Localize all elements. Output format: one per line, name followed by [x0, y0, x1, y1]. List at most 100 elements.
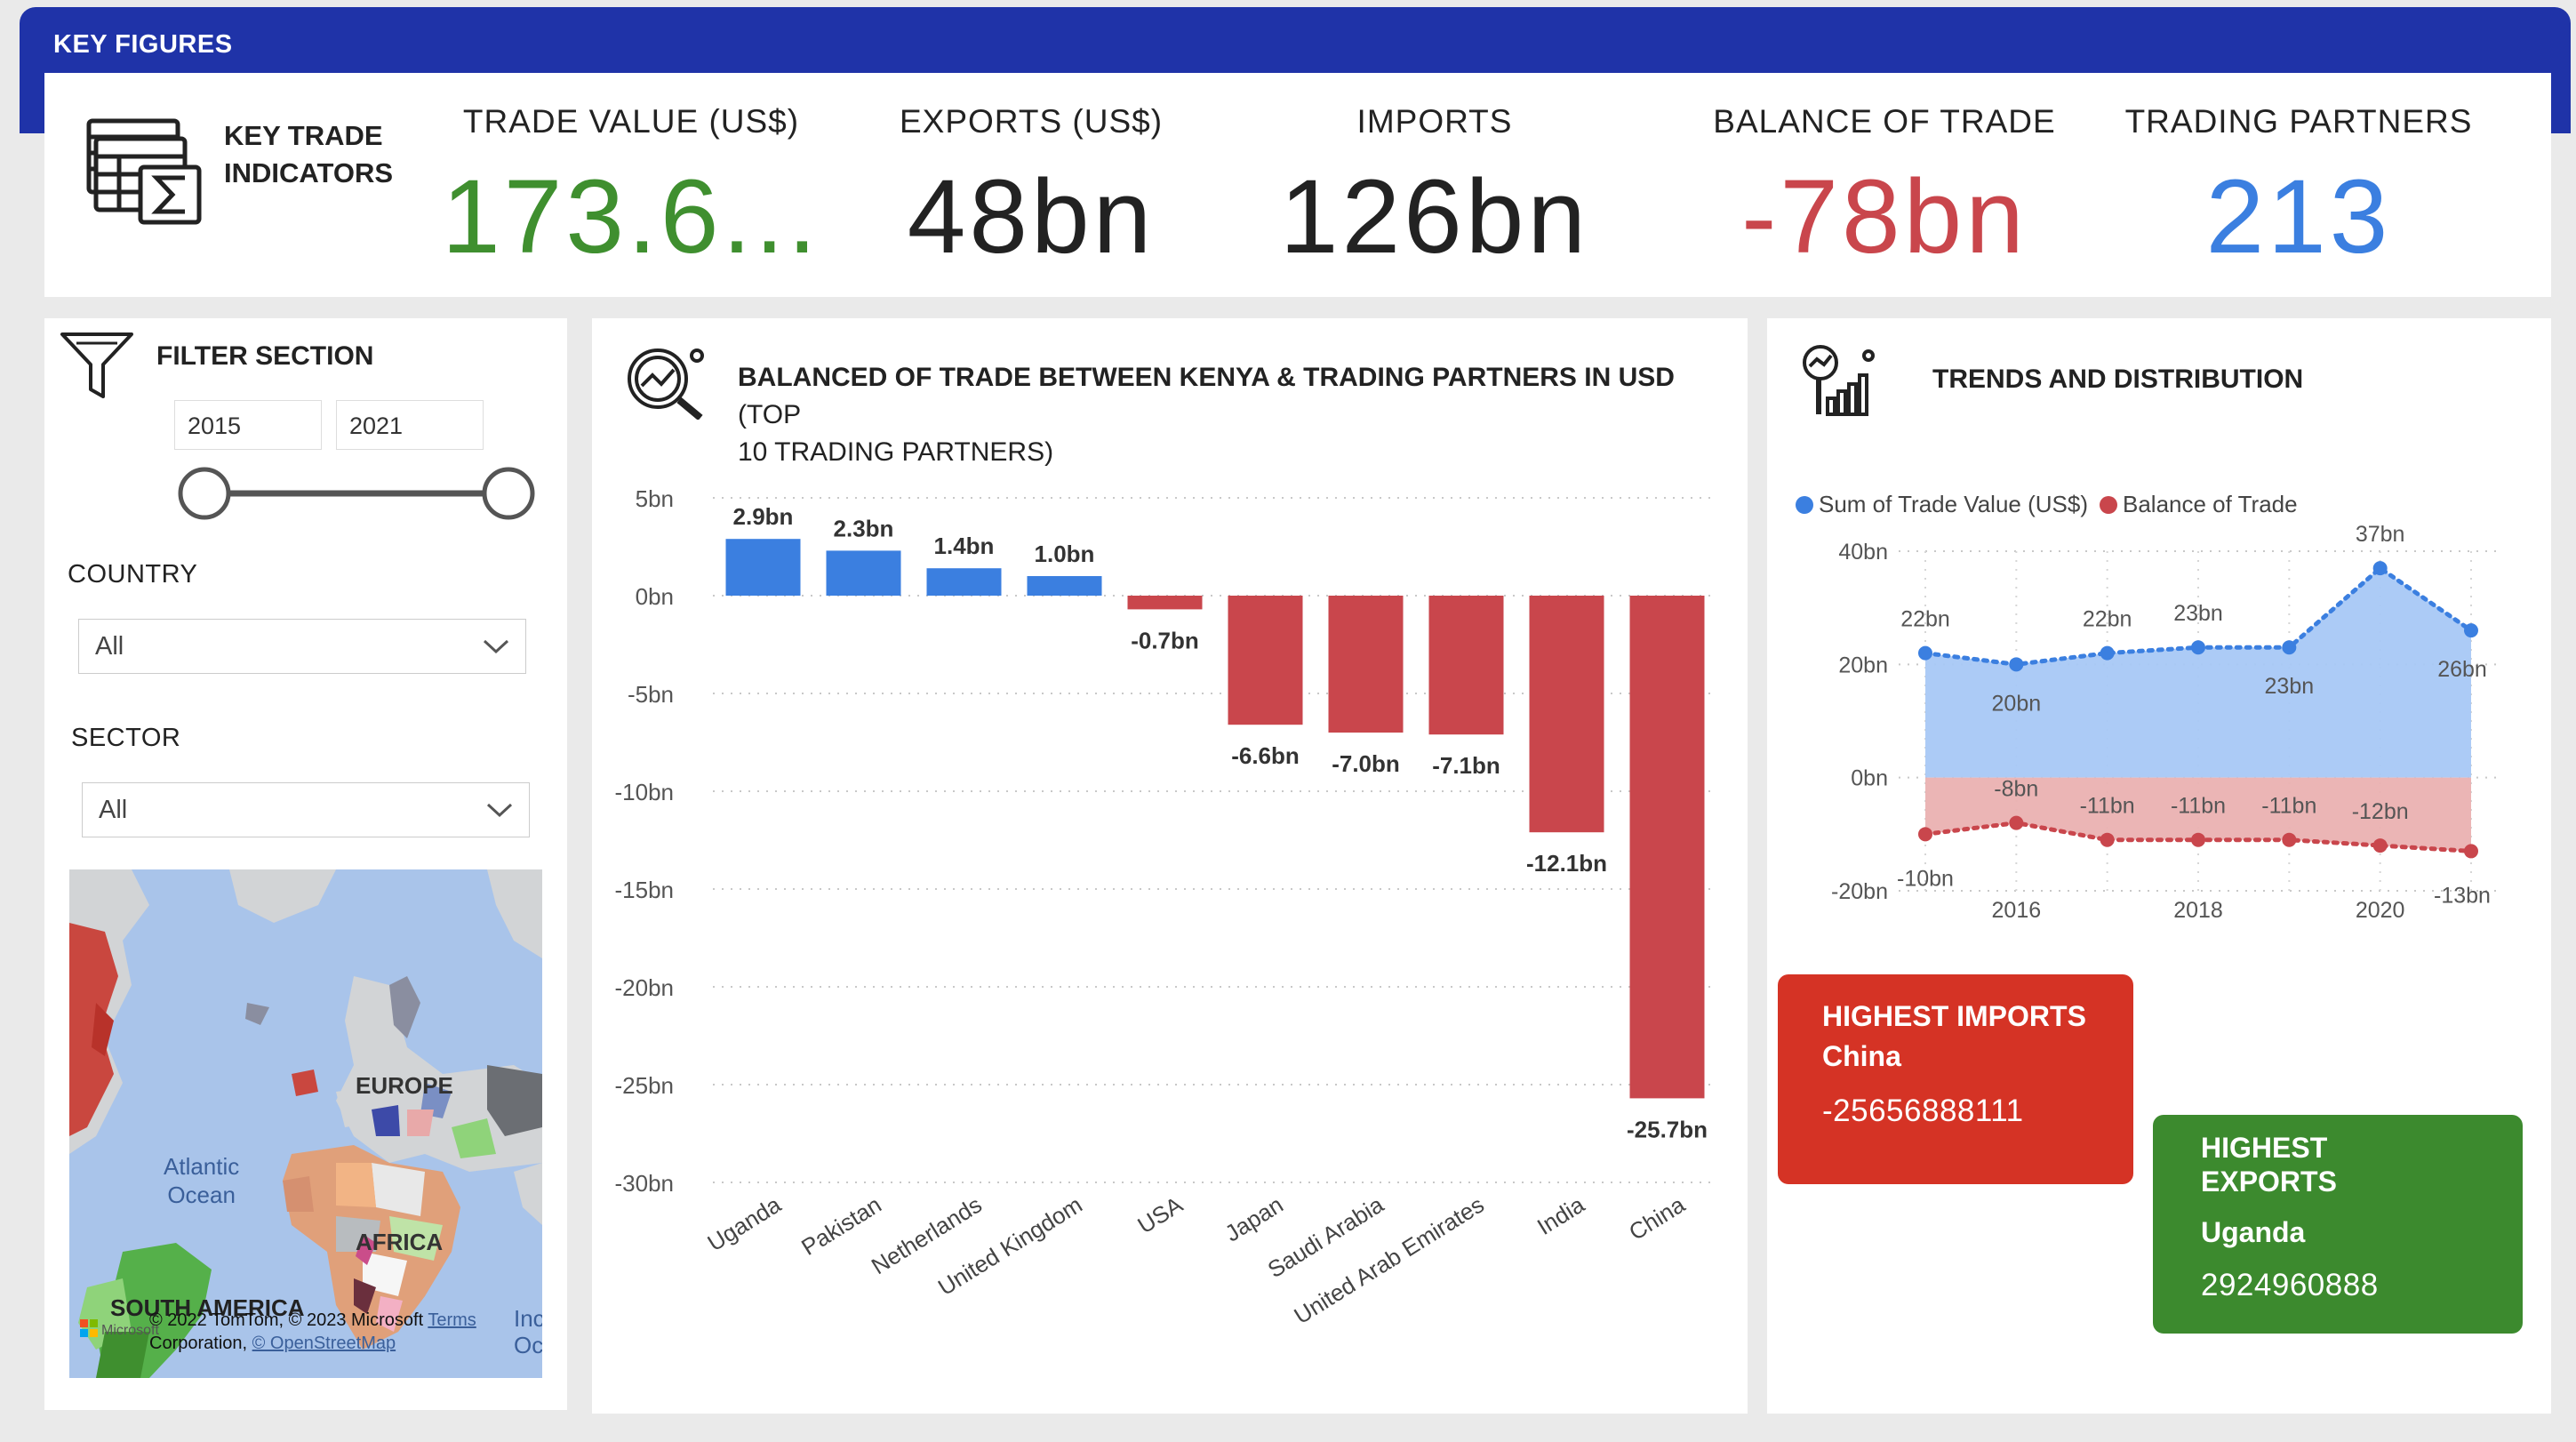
legend-trade-value: Sum of Trade Value (US$)	[1796, 491, 2088, 518]
bar-data-label: 1.4bn	[934, 533, 995, 559]
funnel-icon	[60, 332, 133, 398]
kpi-value-partners: 213	[2205, 158, 2392, 276]
country-dropdown-value: All	[95, 632, 124, 661]
bar-data-label: 2.3bn	[834, 515, 894, 541]
x-tick-label: Pakistan	[796, 1191, 885, 1261]
bar	[1529, 596, 1604, 833]
map-label-africa: AFRICA	[356, 1229, 444, 1255]
bar-chart-title: BALANCED OF TRADE BETWEEN KENYA & TRADIN…	[738, 363, 1675, 467]
trends-area-chart: 40bn 20bn 0bn -20bn 2016 2018 2020 22bn 20bn 22bn…	[1831, 525, 2498, 923]
highest-imports-value: -25656888111	[1822, 1094, 2024, 1128]
filter-section-title: FILTER SECTION	[156, 341, 374, 371]
kpi-panel	[44, 73, 2551, 297]
bar	[1428, 596, 1504, 735]
x-tick-label: 2016	[1992, 898, 2042, 923]
series-point	[2009, 657, 2024, 672]
series-point	[2282, 832, 2297, 847]
point-data-label: -10bn	[1897, 866, 1954, 891]
y-tick-label: 20bn	[1838, 653, 1888, 677]
legend-balance: Balance of Trade	[2100, 491, 2298, 518]
y-tick-label: -20bn	[1831, 879, 1888, 904]
bar	[926, 568, 1002, 596]
bar	[1228, 596, 1303, 725]
y-tick-label: 40bn	[1838, 540, 1888, 565]
y-tick-label: -30bn	[615, 1170, 675, 1197]
sector-label: SECTOR	[71, 724, 181, 752]
map-label-indian-ocean: Inc Oc	[514, 1305, 542, 1358]
sector-dropdown[interactable]: All	[82, 782, 530, 837]
spreadsheet-sum-icon	[86, 118, 202, 225]
kpi-value-imports: 126bn	[1279, 158, 1590, 276]
kpi-label-partners: TRADING PARTNERS	[2124, 103, 2473, 140]
series-point	[2191, 832, 2205, 847]
x-tick-label: Uganda	[703, 1190, 787, 1256]
kpi-label-trade-value: TRADE VALUE (US$)	[462, 103, 800, 140]
highest-exports-card: HIGHEST EXPORTS Uganda 2924960888	[2153, 1115, 2523, 1334]
bar	[1629, 596, 1705, 1099]
series-point	[1918, 827, 1932, 842]
map-brand: Microsoft	[101, 1323, 159, 1338]
series-point	[2372, 561, 2388, 576]
series-point	[2372, 838, 2388, 853]
series-point	[2282, 640, 2297, 655]
y-tick-label: -10bn	[615, 779, 675, 805]
series-point	[1918, 645, 1932, 661]
trends-title: TRENDS AND DISTRIBUTION	[1932, 365, 2304, 394]
bar-chart-panel	[592, 318, 1748, 1414]
year-from-input[interactable]: 2015	[174, 400, 322, 450]
area-fill	[1925, 777, 2471, 852]
bar-data-label: 1.0bn	[1035, 541, 1095, 567]
kpi-value-balance: -78bn	[1741, 158, 2028, 276]
point-data-label: -12bn	[2352, 799, 2409, 824]
highest-imports-country: China	[1822, 1040, 1901, 1072]
year-to-input[interactable]: 2021	[336, 400, 484, 450]
kpi-label-exports: EXPORTS (US$)	[899, 103, 1164, 140]
area-fill	[1925, 568, 2471, 778]
bar	[1328, 596, 1404, 733]
y-tick-label: -25bn	[615, 1072, 675, 1099]
world-map[interactable]: EUROPE Atlantic Ocean AFRICA SOUTH AMERIC…	[69, 869, 542, 1378]
bar	[826, 550, 901, 596]
bar-data-label: -7.0bn	[1332, 750, 1400, 777]
x-tick-label: 2018	[2173, 898, 2223, 923]
chevron-down-icon	[483, 639, 509, 654]
openstreetmap-link[interactable]: © OpenStreetMap	[252, 1334, 396, 1353]
series-point	[2100, 645, 2115, 661]
map-label-south-america: SOUTH AMERICA	[110, 1294, 305, 1321]
point-data-label: 20bn	[1992, 691, 2042, 716]
x-tick-label: India	[1532, 1190, 1589, 1240]
magnifier-analytics-icon	[628, 348, 704, 420]
bar-data-label: -25.7bn	[1627, 1116, 1708, 1142]
point-data-label: -11bn	[2261, 794, 2316, 819]
y-tick-label: 0bn	[636, 583, 674, 610]
highest-imports-title: HIGHEST IMPORTS	[1822, 1000, 2086, 1032]
chevron-down-icon	[486, 803, 513, 818]
kpi-value-exports: 48bn	[907, 158, 1156, 276]
point-data-label: -11bn	[2171, 794, 2226, 819]
x-tick-label: 2020	[2356, 898, 2405, 923]
bar-data-label: -7.1bn	[1432, 752, 1500, 779]
point-data-label: 26bn	[2437, 657, 2487, 682]
microsoft-logo	[80, 1319, 98, 1337]
point-data-label: 37bn	[2356, 525, 2405, 547]
series-point	[2191, 640, 2205, 655]
map-terms-link[interactable]: Terms	[428, 1310, 476, 1330]
year-range-slider[interactable]	[174, 462, 540, 525]
y-tick-label: -5bn	[628, 681, 674, 708]
bar	[1127, 596, 1203, 610]
highest-exports-value: 2924960888	[2201, 1268, 2379, 1302]
y-tick-label: 5bn	[636, 485, 674, 512]
kpi-value-trade-value: 173.6...	[442, 158, 820, 276]
country-dropdown[interactable]: All	[78, 619, 526, 674]
bar-data-label: -0.7bn	[1131, 627, 1199, 653]
highest-exports-country: Uganda	[2201, 1216, 2306, 1248]
series-point	[2100, 832, 2115, 847]
bar-data-label: 2.9bn	[733, 503, 794, 530]
y-tick-label: -15bn	[615, 877, 675, 903]
y-tick-label: 0bn	[1851, 766, 1888, 791]
kpi-label-balance: BALANCE OF TRADE	[1713, 103, 2056, 140]
series-point	[2009, 815, 2024, 830]
bar-data-label: -6.6bn	[1231, 742, 1300, 769]
point-data-label: -11bn	[2080, 794, 2135, 819]
x-tick-label: Japan	[1220, 1191, 1288, 1247]
